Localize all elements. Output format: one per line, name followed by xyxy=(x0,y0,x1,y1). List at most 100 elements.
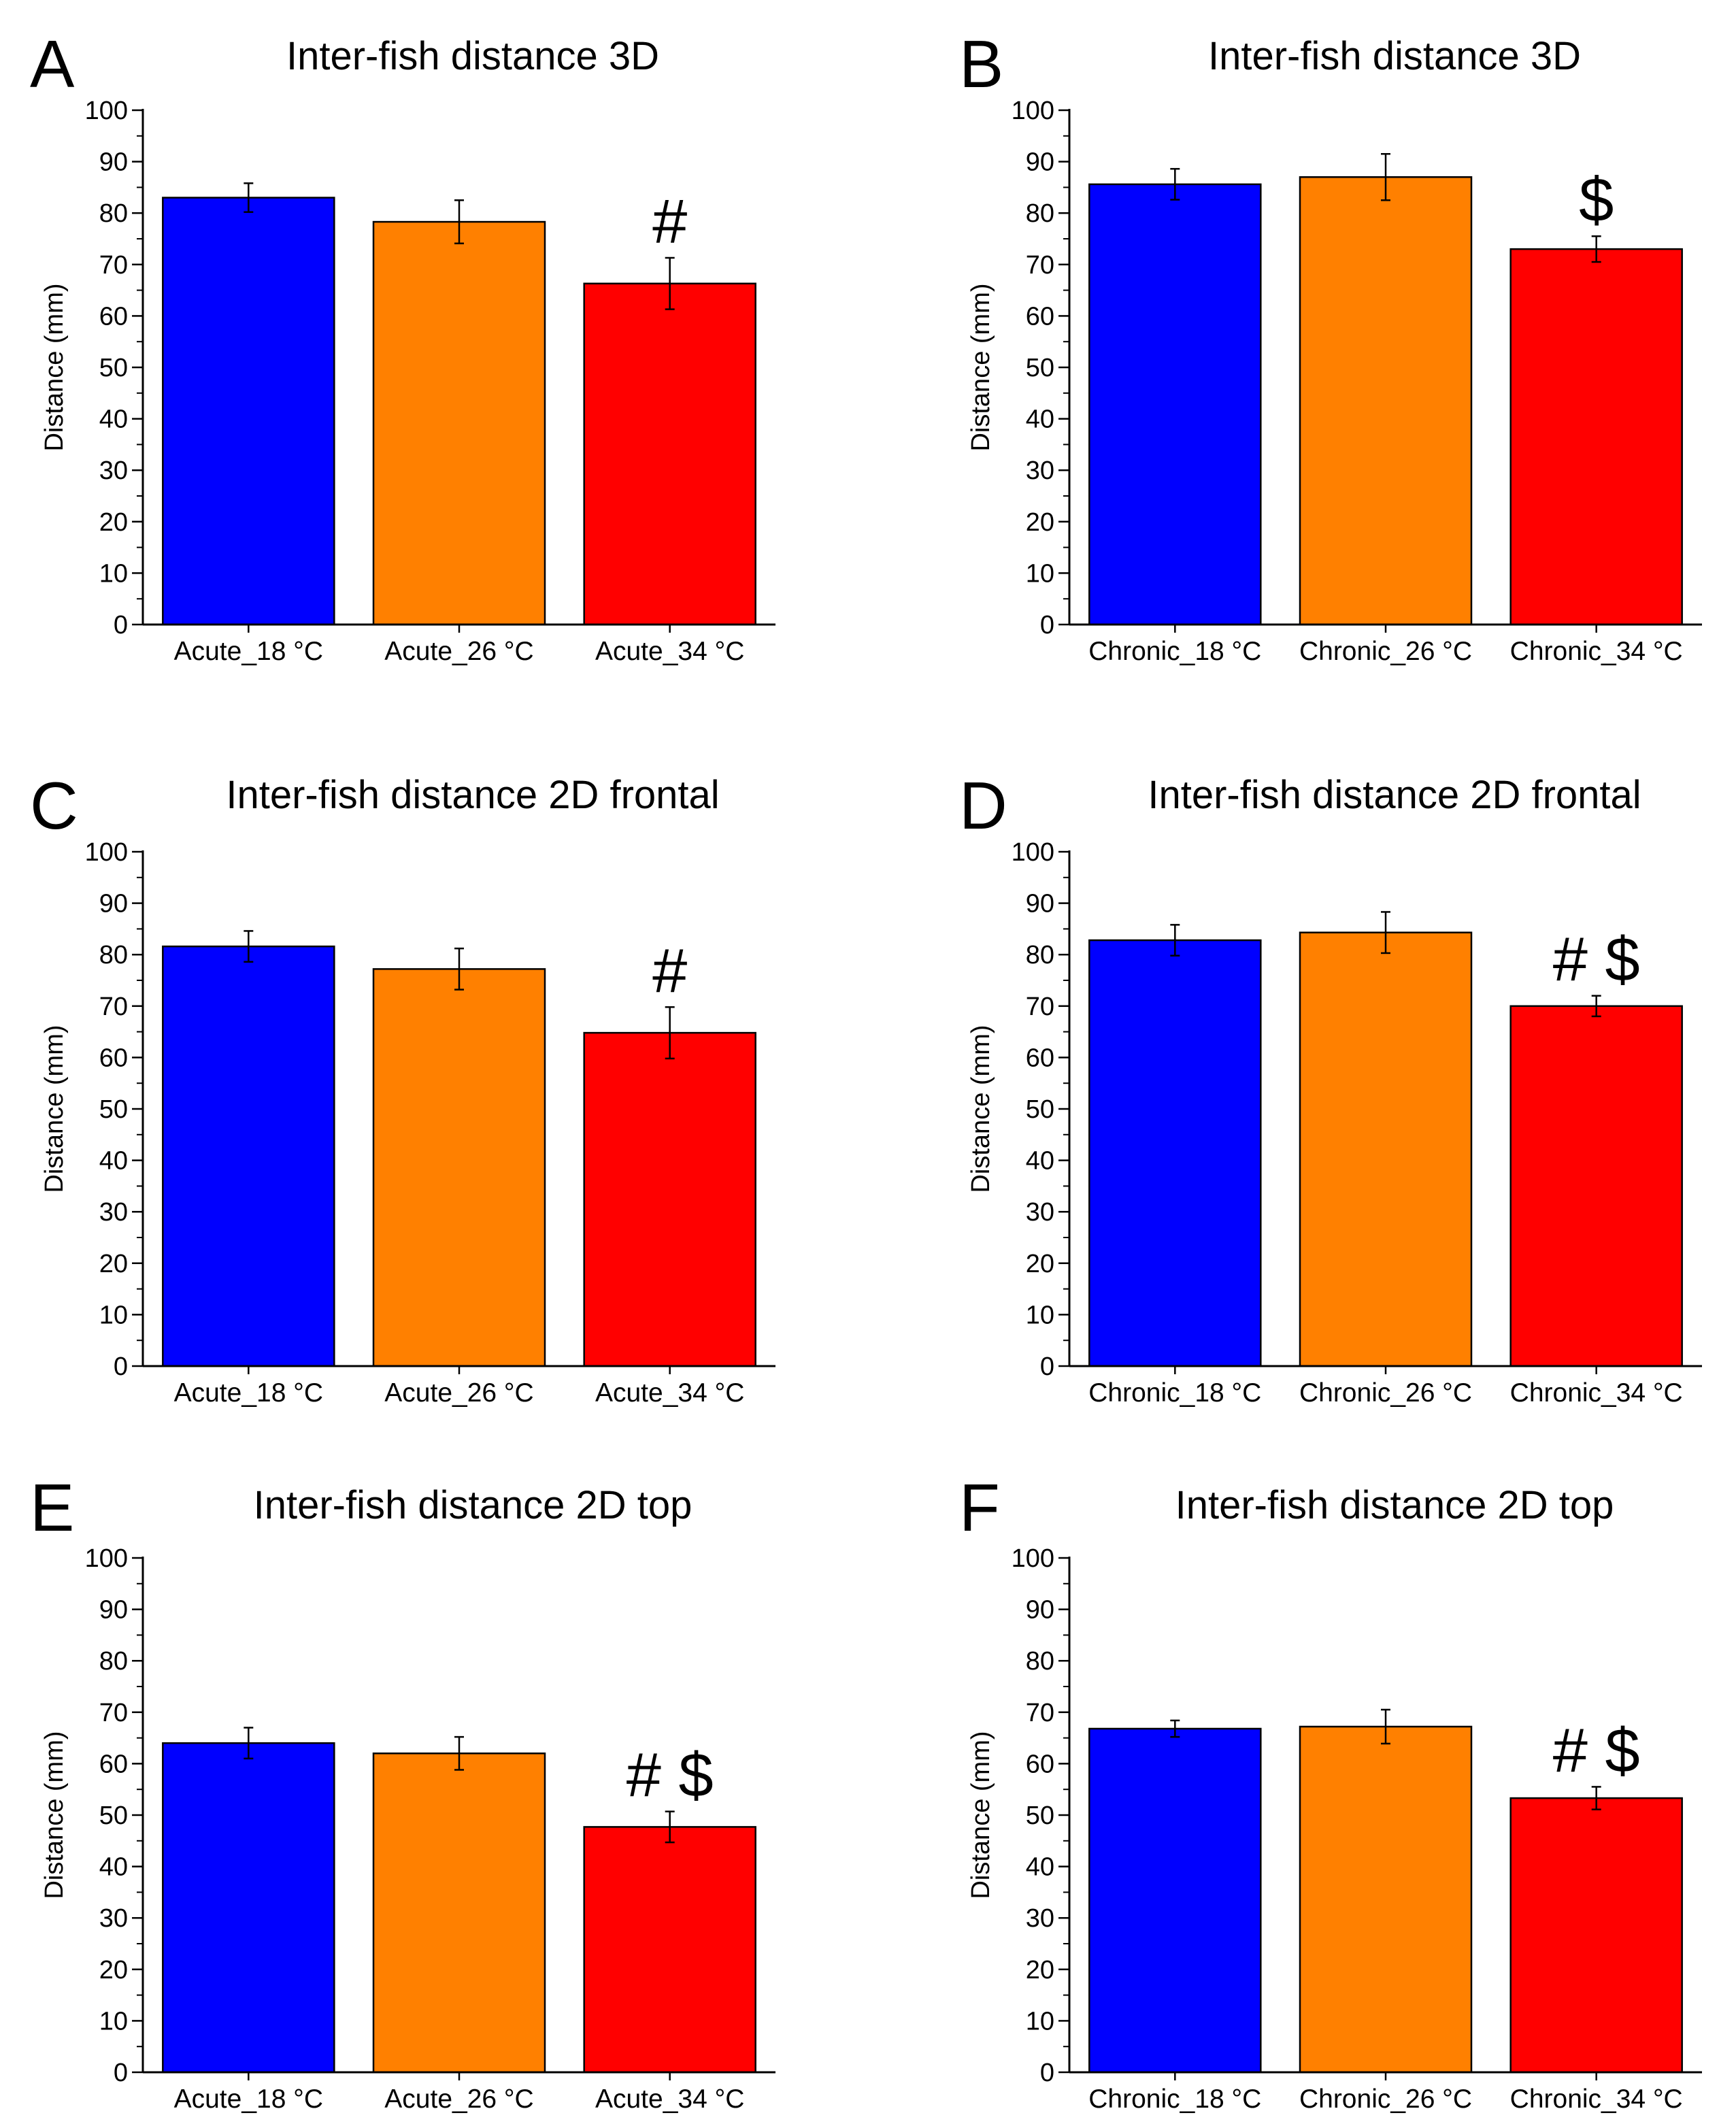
error-bar-3 xyxy=(665,1810,675,1844)
error-bar-1 xyxy=(244,182,254,213)
y-tick-label: 100 xyxy=(1012,838,1054,867)
y-tick-label: 10 xyxy=(1026,2007,1054,2036)
y-tick-label: 50 xyxy=(1026,354,1054,382)
y-tick-label: 80 xyxy=(1026,199,1054,228)
bar-1 xyxy=(1088,1727,1262,2074)
y-tick-label: 30 xyxy=(1026,1198,1054,1227)
panel-letter: D xyxy=(959,768,1007,843)
y-tick-label: 50 xyxy=(1026,1095,1054,1124)
bar-1 xyxy=(162,1742,335,2074)
bar-2 xyxy=(372,1753,546,2074)
y-tick-label: 40 xyxy=(1026,1147,1054,1176)
error-bar-2 xyxy=(454,947,464,991)
x-tick-label: Chronic_18 °C xyxy=(1088,637,1261,666)
y-tick-label: 50 xyxy=(1026,1801,1054,1830)
y-tick-label: 30 xyxy=(99,1198,128,1227)
y-tick-label: 10 xyxy=(99,1301,128,1329)
panel-letter: F xyxy=(959,1470,1000,1545)
significance-annotation: $ xyxy=(1579,165,1614,235)
error-bar-3 xyxy=(1591,995,1601,1018)
significance-annotation: # $ xyxy=(1553,925,1640,995)
y-tick-label: 60 xyxy=(1026,1750,1054,1778)
panel-letter: A xyxy=(30,27,75,101)
x-tick-label: Chronic_18 °C xyxy=(1088,1378,1261,1408)
chart-title: Inter-fish distance 2D top xyxy=(254,1483,692,1527)
y-tick-label: 90 xyxy=(1026,1596,1054,1625)
y-tick-label: 20 xyxy=(99,508,128,537)
y-tick-label: 30 xyxy=(1026,1904,1054,1933)
bar-2 xyxy=(1299,176,1473,626)
significance-annotation: # xyxy=(652,187,687,256)
y-tick-label: 10 xyxy=(1026,1301,1054,1329)
y-tick-label: 20 xyxy=(1026,1956,1054,1984)
y-axis-label: Distance (mm) xyxy=(967,1731,995,1899)
y-tick-label: 20 xyxy=(99,1250,128,1278)
y-tick-label: 100 xyxy=(1012,97,1054,125)
chart-title: Inter-fish distance 2D top xyxy=(1175,1483,1614,1527)
y-tick-label: 100 xyxy=(85,97,128,125)
y-tick-label: 0 xyxy=(1040,2059,1054,2087)
error-bar-1 xyxy=(244,1727,254,1760)
y-tick-label: 60 xyxy=(99,302,128,331)
y-tick-label: 30 xyxy=(99,456,128,485)
y-tick-label: 80 xyxy=(99,941,128,969)
y-tick-label: 30 xyxy=(99,1904,128,1933)
error-bar-3 xyxy=(1591,1786,1601,1810)
panel-letter: C xyxy=(30,768,78,843)
y-tick-label: 40 xyxy=(99,1853,128,1882)
y-tick-label: 90 xyxy=(99,890,128,918)
error-bar-2 xyxy=(454,1735,464,1771)
significance-annotation: # $ xyxy=(627,1741,714,1810)
y-tick-label: 50 xyxy=(99,1801,128,1830)
chart-panel-b: B Inter-fish distance 3D 0 10 20 30 40 50 60 70 80… xyxy=(959,27,1702,666)
error-bar-3 xyxy=(665,1006,675,1060)
y-tick-label: 40 xyxy=(1026,1853,1054,1882)
y-axis-label: Distance (mm) xyxy=(40,1731,69,1899)
error-bar-1 xyxy=(1170,167,1180,201)
y-tick-label: 100 xyxy=(85,1544,128,1573)
y-tick-label: 70 xyxy=(1026,251,1054,280)
x-tick-label: Chronic_26 °C xyxy=(1299,637,1472,666)
y-tick-label: 30 xyxy=(1026,456,1054,485)
bar-1 xyxy=(162,197,335,626)
y-tick-label: 40 xyxy=(99,405,128,434)
y-tick-label: 70 xyxy=(1026,993,1054,1021)
panel-letter: E xyxy=(30,1470,74,1545)
y-tick-label: 50 xyxy=(99,1095,128,1124)
y-tick-label: 90 xyxy=(99,148,128,177)
y-tick-label: 40 xyxy=(99,1147,128,1176)
x-tick-label: Chronic_26 °C xyxy=(1299,2085,1472,2114)
x-tick-label: Chronic_18 °C xyxy=(1088,2085,1261,2114)
y-axis-label: Distance (mm) xyxy=(40,283,69,451)
x-tick-label: Acute_18 °C xyxy=(174,2085,323,2114)
y-tick-label: 60 xyxy=(1026,1044,1054,1072)
y-tick-label: 90 xyxy=(1026,148,1054,177)
y-tick-label: 70 xyxy=(99,993,128,1021)
bar-3 xyxy=(583,1826,756,2074)
y-tick-label: 100 xyxy=(85,838,128,867)
y-tick-label: 20 xyxy=(1026,508,1054,537)
significance-annotation: # xyxy=(652,936,687,1006)
bar-2 xyxy=(372,968,546,1367)
error-bar-3 xyxy=(665,256,675,310)
chart-title: Inter-fish distance 2D frontal xyxy=(226,773,719,817)
y-tick-label: 60 xyxy=(99,1750,128,1778)
bar-1 xyxy=(162,945,335,1367)
y-tick-label: 100 xyxy=(1012,1544,1054,1573)
chart-panel-f: F Inter-fish distance 2D top 0 10 20 30 40 50 60… xyxy=(959,1470,1702,2114)
y-tick-label: 60 xyxy=(1026,302,1054,331)
y-tick-label: 80 xyxy=(99,199,128,228)
chart-panel-c: C Inter-fish distance 2D frontal 0 10 20 30 40… xyxy=(30,768,775,1408)
significance-annotation: # $ xyxy=(1553,1716,1640,1785)
chart-panel-e: E Inter-fish distance 2D top 0 10 20 30 40 50 60… xyxy=(30,1470,775,2114)
x-tick-label: Acute_34 °C xyxy=(595,637,744,666)
y-axis-label: Distance (mm) xyxy=(40,1025,69,1193)
y-tick-label: 0 xyxy=(114,2059,128,2087)
y-tick-label: 10 xyxy=(99,2007,128,2036)
x-tick-label: Acute_26 °C xyxy=(384,637,533,666)
bar-2 xyxy=(1299,1725,1473,2074)
y-tick-label: 60 xyxy=(99,1044,128,1072)
chart-panel-d: D Inter-fish distance 2D frontal 0 10 20 30 40… xyxy=(959,768,1702,1408)
y-tick-label: 0 xyxy=(114,1352,128,1381)
